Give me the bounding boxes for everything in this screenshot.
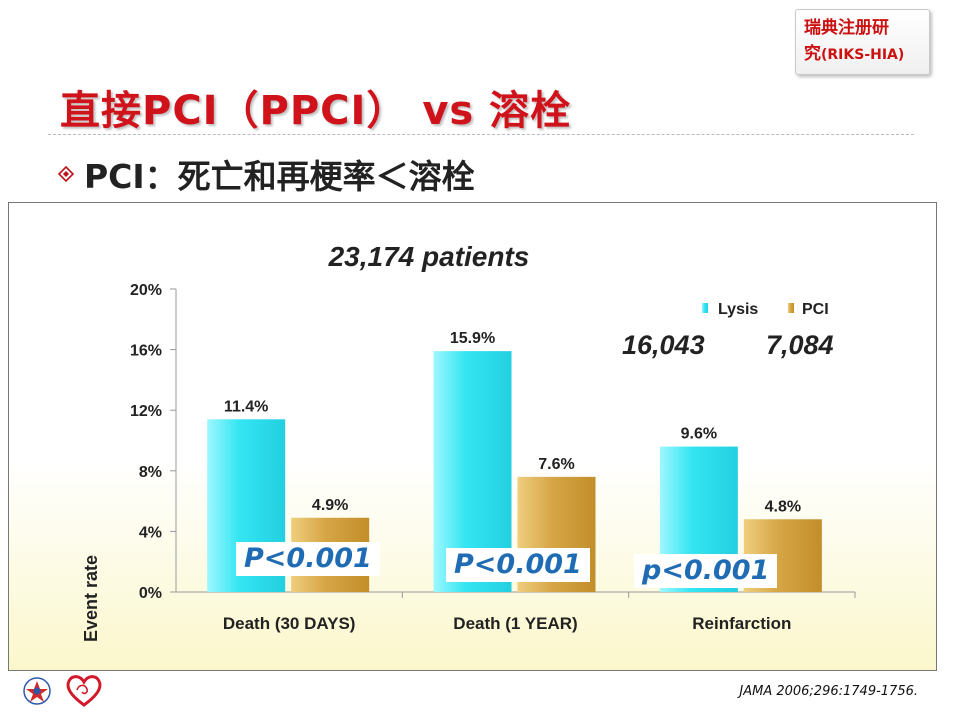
legend-label-lysis: Lysis [718,301,758,318]
legend-label-pci: PCI [802,301,829,318]
y-tick-label: 16% [130,343,162,360]
x-tick-label: Reinfarction [692,614,791,633]
society-logo-icon [23,677,51,705]
slide-title: 直接PCI（PPCI） vs 溶栓 [60,88,572,134]
event-rate-bar-chart: 23,174 patients Event rate 0% 4% 8% 12% 16% 2… [81,241,856,642]
chart-title: 23,174 patients [328,241,530,272]
citation: JAMA 2006;296:1749-1756. [739,684,918,699]
badge-line1: 瑞典注册研 [804,18,889,38]
y-tick-label: 20% [130,282,162,299]
y-axis-label: Event rate [81,555,101,642]
slide-subtitle: PCI：死亡和再梗率＜溶栓 [84,157,475,196]
registry-badge: 瑞典注册研 究(RIKS-HIA) [795,9,930,75]
x-tick-label: Death (1 YEAR) [453,614,577,633]
legend-swatch-pci [788,303,794,313]
y-tick-label: 4% [139,524,162,541]
y-tick-label: 8% [139,464,162,481]
badge-line2b: (RIKS-HIA) [821,47,905,63]
legend: Lysis PCI [702,301,829,318]
pvalue-death-1-year: P<0.001 [446,548,590,582]
data-label-lysis-1: 15.9% [450,330,495,347]
legend-swatch-lysis [702,303,708,313]
heart-logo-icon [66,675,102,707]
title-divider [48,134,914,135]
data-label-pci-0: 4.9% [312,497,348,514]
pvalue-death-30-days: P<0.001 [236,542,380,576]
pvalue-reinfarction: p<0.001 [634,554,778,588]
x-tick-label: Death (30 DAYS) [223,614,356,633]
y-tick-label: 12% [130,403,162,420]
pci-count: 7,084 [766,330,834,360]
y-tick-label: 0% [139,585,162,602]
diamond-bullet-icon [58,166,74,182]
data-label-lysis-2: 9.6% [681,426,717,443]
data-label-pci-2: 4.8% [765,498,801,515]
data-label-pci-1: 7.6% [538,456,574,473]
data-label-lysis-0: 11.4% [224,398,268,415]
badge-line2a: 究 [804,44,821,64]
lysis-count: 16,043 [622,330,705,360]
